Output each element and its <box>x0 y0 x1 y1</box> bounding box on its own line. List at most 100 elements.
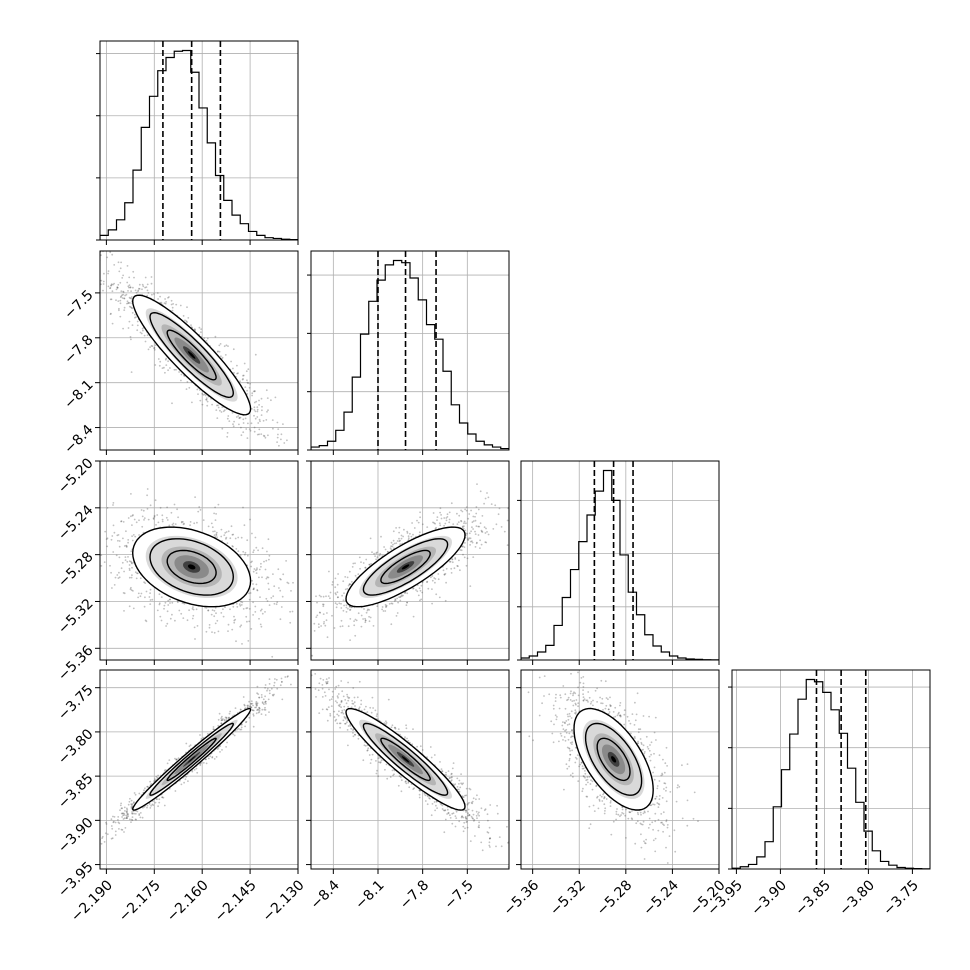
scatter-point <box>122 818 125 820</box>
scatter-point <box>431 575 434 577</box>
scatter-point <box>251 532 253 535</box>
scatter-point <box>419 511 421 514</box>
scatter-point <box>161 520 164 523</box>
scatter-point <box>472 520 475 522</box>
panel-2-1 <box>263 460 510 667</box>
scatter-point <box>406 530 409 533</box>
scatter-point <box>249 518 251 521</box>
scatter-point <box>268 558 270 561</box>
scatter-point <box>205 399 208 401</box>
scatter-point <box>220 717 223 720</box>
scatter-point <box>325 595 327 598</box>
scatter-point <box>251 392 254 395</box>
scatter-point <box>484 497 487 500</box>
scatter-point <box>93 280 95 282</box>
scatter-point <box>256 685 259 688</box>
scatter-point <box>126 812 129 815</box>
scatter-point <box>246 620 248 623</box>
scatter-point <box>169 617 172 620</box>
scatter-point <box>210 613 213 616</box>
scatter-point <box>188 609 191 612</box>
scatter-point <box>130 799 133 802</box>
scatter-point <box>301 641 303 643</box>
scatter-point <box>208 624 211 626</box>
scatter-point <box>120 567 123 570</box>
scatter-point <box>396 597 398 600</box>
scatter-point <box>148 803 151 805</box>
scatter-point <box>132 590 134 592</box>
scatter-point <box>411 522 413 524</box>
scatter-point <box>232 367 234 370</box>
scatter-point <box>167 369 170 372</box>
scatter-point <box>393 542 396 545</box>
scatter-point <box>88 848 90 850</box>
scatter-point <box>334 577 337 580</box>
scatter-point <box>112 524 115 527</box>
scatter-point <box>248 598 251 601</box>
scatter-point <box>130 804 133 807</box>
scatter-point <box>357 573 360 576</box>
scatter-point <box>244 707 247 709</box>
scatter-point <box>186 306 188 309</box>
scatter-point <box>364 621 367 624</box>
scatter-point <box>273 693 275 696</box>
scatter-point <box>130 821 132 823</box>
scatter-point <box>120 520 122 523</box>
scatter-point <box>212 728 215 730</box>
scatter-point <box>260 608 263 611</box>
scatter-point <box>472 556 475 558</box>
scatter-point <box>433 577 436 579</box>
scatter-point <box>225 716 228 719</box>
scatter-point <box>187 317 190 319</box>
panel-0-0-grid <box>96 41 299 241</box>
scatter-point <box>434 581 436 584</box>
scatter-point <box>277 568 280 571</box>
scatter-point <box>183 781 186 784</box>
scatter-point <box>223 345 226 348</box>
scatter-point <box>255 546 258 549</box>
scatter-point <box>77 852 79 854</box>
scatter-point <box>161 518 164 521</box>
scatter-point <box>344 588 347 591</box>
scatter-point <box>445 567 448 570</box>
scatter-point <box>130 576 133 579</box>
scatter-point <box>263 665 265 667</box>
scatter-point <box>463 520 466 523</box>
scatter-point <box>348 605 351 608</box>
scatter-point <box>474 530 476 533</box>
contour-1 <box>362 538 449 596</box>
scatter-point <box>126 808 129 811</box>
scatter-point <box>481 531 484 533</box>
contour-2 <box>166 329 217 381</box>
scatter-point <box>289 609 291 611</box>
scatter-point <box>126 814 129 816</box>
scatter-point <box>284 676 287 678</box>
scatter-point <box>446 513 449 516</box>
scatter-point <box>126 281 129 284</box>
panel-1-0-content <box>89 251 288 447</box>
scatter-point <box>346 587 349 590</box>
scatter-point <box>201 392 204 395</box>
scatter-point <box>202 761 205 764</box>
scatter-point <box>131 524 133 526</box>
scatter-point <box>254 353 257 356</box>
scatter-point <box>506 544 509 546</box>
scatter-point <box>130 515 132 518</box>
scatter-point <box>399 543 402 546</box>
scatter-point <box>465 522 467 525</box>
scatter-point <box>353 624 356 627</box>
scatter-point <box>191 607 194 610</box>
scatter-point <box>89 265 91 267</box>
scatter-point <box>215 409 218 411</box>
scatter-point <box>218 350 221 353</box>
scatter-point <box>226 435 229 438</box>
scatter-point <box>251 702 254 705</box>
scatter-point <box>308 654 310 656</box>
scatter-point <box>153 514 156 517</box>
scatter-point <box>256 410 259 413</box>
scatter-point <box>248 700 251 703</box>
scatter-point <box>222 410 225 413</box>
scatter-point <box>232 545 234 548</box>
scatter-point <box>260 696 263 699</box>
scatter-point <box>268 689 271 692</box>
